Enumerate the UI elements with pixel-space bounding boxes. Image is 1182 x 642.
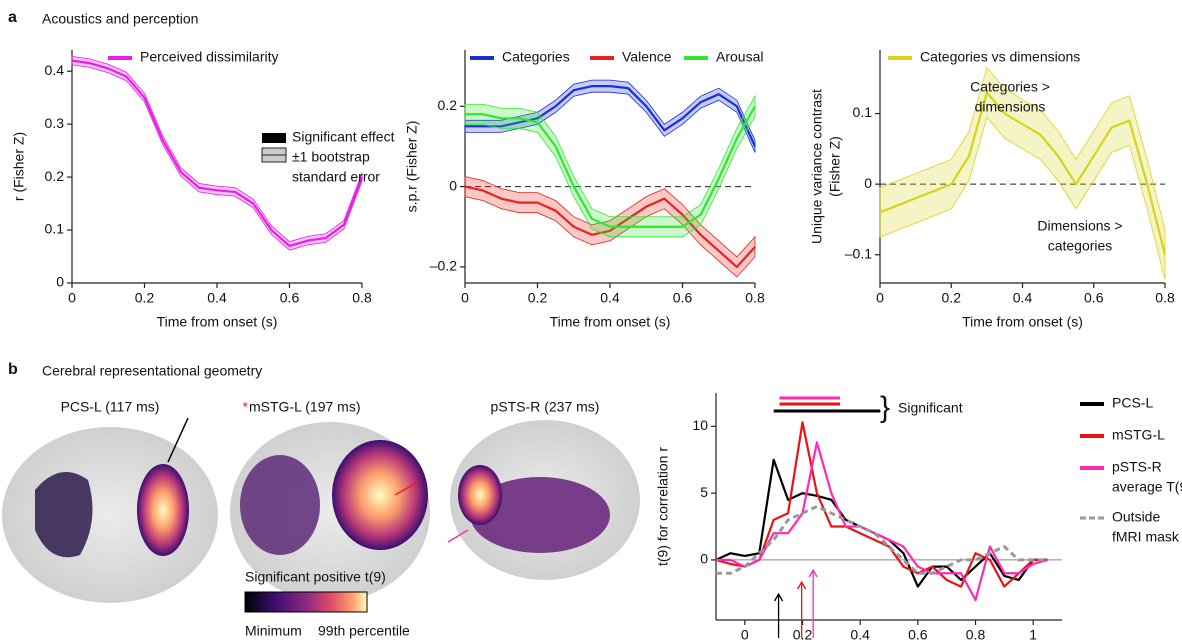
panel-label: b (8, 361, 18, 378)
legend-label: Perceived dissimilarity (140, 49, 278, 65)
y-tick-label: 10 (692, 417, 708, 433)
y-tick-label: 0.1 (853, 104, 873, 120)
x-tick-label: 0.4 (600, 290, 620, 306)
x-tick-label: 0.4 (1013, 290, 1033, 306)
annotation: dimensions (975, 99, 1046, 115)
panel-label: a (8, 9, 17, 26)
error-band (879, 66, 1166, 280)
x-tick-label: 0.8 (352, 290, 372, 306)
colorbar-label: 99th percentile (318, 623, 410, 639)
x-tick-label: 0.6 (673, 290, 693, 306)
y-axis-label: t(9) for correlation r (655, 447, 671, 566)
legend-label: Outside (1112, 509, 1160, 525)
colorbar-label: Minimum (245, 623, 302, 639)
x-tick-label: 0 (741, 627, 749, 642)
x-tick-label: 0.6 (1084, 290, 1104, 306)
y-axis-label: (Fisher Z) (827, 136, 843, 197)
legend-label: pSTS-R (1112, 459, 1162, 475)
x-tick-label: 0.6 (280, 290, 300, 306)
series-line (71, 59, 364, 248)
brain-label: pSTS-R (237 ms) (491, 399, 600, 415)
annotation: Dimensions > (1037, 218, 1122, 234)
y-tick-label: 5 (700, 484, 708, 500)
x-tick-label: 0.6 (908, 627, 928, 642)
annotation: categories (1048, 238, 1113, 254)
x-tick-label: 0 (68, 290, 76, 306)
y-tick-label: –0.2 (430, 258, 457, 274)
y-tick-label: 0 (700, 551, 708, 567)
x-tick-label: 0.8 (745, 290, 765, 306)
x-tick-label: 0.2 (942, 290, 962, 306)
colorbar (244, 591, 368, 613)
brain-image (230, 422, 430, 602)
series-line (465, 85, 757, 147)
brain-label: PCS-L (117 ms) (61, 399, 160, 415)
y-tick-label: 0 (56, 274, 64, 290)
y-axis-label: Unique variance contrast (809, 89, 825, 244)
legend-label: Categories (502, 49, 570, 65)
y-tick-label: 0.1 (45, 221, 65, 237)
x-tick-label: 1 (1029, 627, 1037, 642)
key-label: Significant effect (292, 129, 395, 145)
key-swatch (262, 133, 286, 143)
y-tick-label: 0 (449, 177, 457, 193)
x-axis-label: Time from onset (s) (550, 314, 671, 330)
x-tick-label: 0.4 (850, 627, 870, 642)
series-line (716, 441, 1048, 602)
x-tick-label: 0.2 (793, 627, 813, 642)
brain-marker: * (243, 399, 249, 415)
x-tick-label: 0 (461, 290, 469, 306)
y-tick-label: 0.2 (438, 97, 458, 113)
series-line (879, 91, 1167, 256)
x-tick-label: 0.8 (966, 627, 986, 642)
error-band (71, 55, 363, 251)
y-tick-label: 0.3 (45, 115, 65, 131)
series-line (465, 105, 756, 228)
series-line (715, 458, 1048, 588)
legend-label: fMRI mask (1112, 529, 1180, 545)
brain-image (447, 420, 640, 580)
section-title: Acoustics and perception (42, 11, 198, 27)
annotation: Categories > (970, 79, 1050, 95)
annotation: } (880, 391, 890, 424)
x-tick-label: 0.8 (1155, 290, 1175, 306)
brain-image (2, 417, 218, 603)
peak-arrow (808, 568, 818, 638)
x-tick-label: 0 (876, 290, 884, 306)
legend-label: Arousal (716, 49, 763, 65)
error-band (464, 94, 756, 238)
x-tick-label: 0.2 (528, 290, 548, 306)
annotation: Significant (898, 400, 963, 416)
legend-label: Valence (622, 49, 672, 65)
y-tick-label: 0 (864, 175, 872, 191)
key-label: standard error (292, 169, 380, 185)
peak-arrow (797, 580, 807, 638)
y-tick-label: –0.1 (845, 245, 872, 261)
key-label: ±1 bootstrap (292, 149, 370, 165)
x-axis-label: Time from onset (s) (962, 314, 1083, 330)
legend-label: mSTG-L (1112, 427, 1165, 443)
peak-arrow (774, 592, 784, 638)
legend-label: Categories vs dimensions (920, 49, 1080, 65)
y-axis-label: s.p.r (Fisher Z) (404, 121, 420, 213)
section-title: Cerebral representational geometry (42, 363, 262, 379)
series-line (715, 421, 1048, 588)
legend-label: average T(9) (1112, 479, 1182, 495)
series-line (464, 185, 756, 269)
x-axis-label: Time from onset (s) (157, 314, 278, 330)
x-tick-label: 0.2 (135, 290, 155, 306)
x-tick-label: 0.4 (207, 290, 227, 306)
y-axis-label: r (Fisher Z) (11, 132, 27, 201)
legend-label: PCS-L (1112, 395, 1153, 411)
y-tick-label: 0.4 (45, 62, 65, 78)
y-tick-label: 0.2 (45, 168, 65, 184)
error-band (464, 79, 756, 153)
brain-label: mSTG-L (197 ms) (249, 399, 361, 415)
colorbar-title: Significant positive t(9) (245, 569, 386, 585)
